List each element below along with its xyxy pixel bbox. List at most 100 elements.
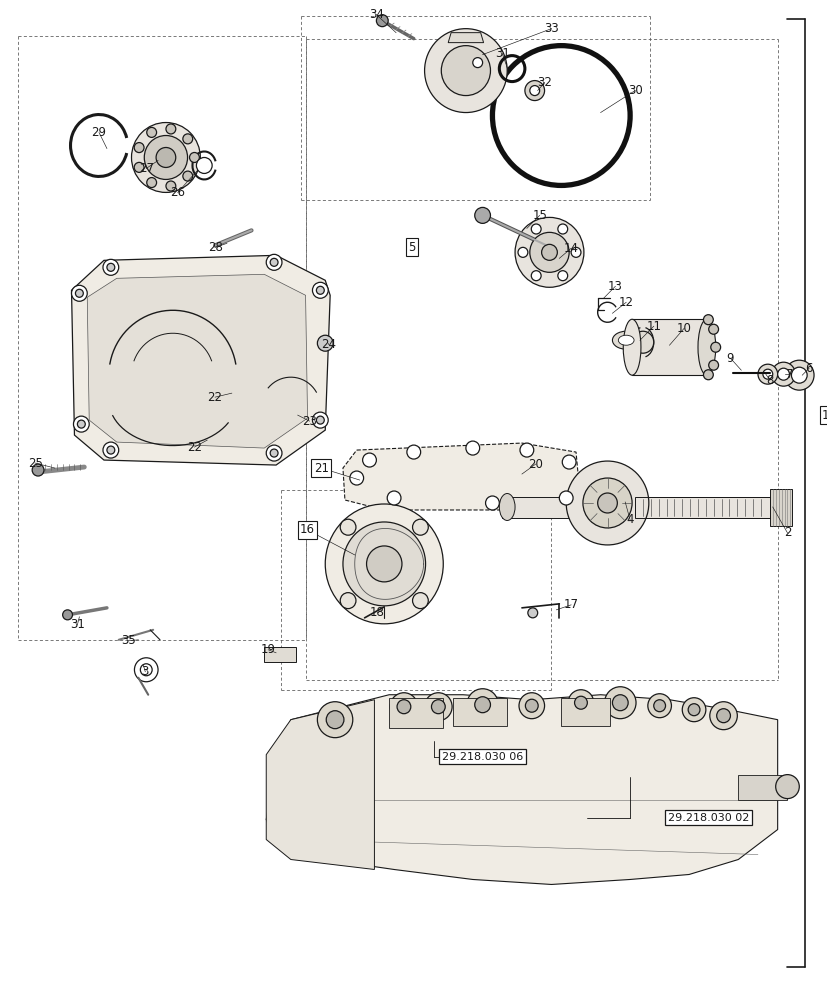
- Text: 11: 11: [645, 320, 661, 333]
- Circle shape: [412, 519, 428, 535]
- Circle shape: [266, 445, 282, 461]
- Circle shape: [342, 522, 425, 606]
- Circle shape: [604, 687, 635, 719]
- Circle shape: [107, 263, 115, 271]
- Text: 27: 27: [139, 162, 154, 175]
- Circle shape: [472, 58, 482, 68]
- Circle shape: [709, 702, 737, 730]
- Text: 7: 7: [785, 368, 792, 381]
- Circle shape: [474, 207, 490, 223]
- Text: 16: 16: [299, 523, 314, 536]
- Polygon shape: [71, 255, 330, 465]
- Text: 25: 25: [27, 457, 42, 470]
- Circle shape: [397, 700, 410, 714]
- Circle shape: [270, 449, 278, 457]
- Circle shape: [708, 324, 718, 334]
- Text: 17: 17: [563, 598, 578, 611]
- Circle shape: [777, 368, 788, 380]
- Circle shape: [541, 244, 557, 260]
- Circle shape: [156, 147, 175, 167]
- Circle shape: [562, 455, 576, 469]
- Circle shape: [387, 491, 400, 505]
- Circle shape: [687, 704, 699, 716]
- Circle shape: [131, 123, 200, 192]
- Circle shape: [316, 286, 324, 294]
- Ellipse shape: [612, 331, 639, 349]
- Text: 29.218.030 06: 29.218.030 06: [442, 752, 523, 762]
- Text: 28: 28: [208, 241, 222, 254]
- Circle shape: [312, 412, 327, 428]
- Circle shape: [557, 271, 567, 281]
- Circle shape: [631, 331, 653, 353]
- Text: 5: 5: [408, 241, 415, 254]
- Circle shape: [146, 178, 156, 188]
- Text: 31: 31: [495, 47, 509, 60]
- Circle shape: [134, 658, 158, 682]
- Circle shape: [350, 471, 363, 485]
- Circle shape: [326, 711, 343, 729]
- Text: 29: 29: [92, 126, 107, 139]
- Circle shape: [791, 367, 806, 383]
- Circle shape: [612, 695, 628, 711]
- Text: 2: 2: [783, 526, 791, 539]
- Polygon shape: [266, 700, 374, 869]
- Circle shape: [518, 247, 527, 257]
- Text: 1: 1: [821, 409, 827, 422]
- Text: 15: 15: [532, 209, 547, 222]
- Circle shape: [762, 369, 772, 379]
- Circle shape: [196, 157, 212, 173]
- Text: 22: 22: [208, 391, 222, 404]
- Text: 30: 30: [627, 84, 642, 97]
- Text: 21: 21: [313, 462, 328, 475]
- Text: 8: 8: [765, 374, 772, 387]
- Circle shape: [266, 254, 282, 270]
- Circle shape: [716, 709, 729, 723]
- Circle shape: [366, 546, 401, 582]
- Circle shape: [681, 698, 705, 722]
- Ellipse shape: [618, 335, 633, 345]
- Text: 3: 3: [141, 665, 149, 678]
- Ellipse shape: [623, 319, 640, 375]
- Bar: [452, 698, 507, 726]
- Circle shape: [466, 441, 479, 455]
- Circle shape: [474, 697, 490, 713]
- Polygon shape: [447, 33, 483, 43]
- Text: 14: 14: [563, 242, 578, 255]
- Text: 22: 22: [187, 441, 202, 454]
- Circle shape: [183, 134, 193, 144]
- Circle shape: [653, 700, 665, 712]
- Circle shape: [376, 15, 388, 27]
- Circle shape: [485, 496, 499, 510]
- Text: 18: 18: [370, 606, 385, 619]
- Circle shape: [141, 664, 152, 676]
- Circle shape: [784, 360, 813, 390]
- Text: 9: 9: [726, 352, 734, 365]
- Ellipse shape: [697, 319, 715, 375]
- Circle shape: [529, 86, 539, 96]
- Circle shape: [103, 442, 118, 458]
- Circle shape: [75, 289, 84, 297]
- Circle shape: [582, 478, 631, 528]
- Circle shape: [524, 81, 544, 101]
- Circle shape: [134, 143, 144, 153]
- Bar: [389, 698, 442, 728]
- Circle shape: [312, 282, 327, 298]
- Circle shape: [165, 181, 175, 191]
- Polygon shape: [502, 497, 769, 518]
- Circle shape: [325, 504, 442, 624]
- Circle shape: [74, 416, 89, 432]
- Text: 26: 26: [170, 186, 185, 199]
- Circle shape: [317, 335, 332, 351]
- Circle shape: [412, 593, 428, 609]
- Bar: [561, 698, 609, 726]
- Circle shape: [466, 689, 498, 721]
- Circle shape: [703, 370, 712, 380]
- Text: 34: 34: [369, 8, 384, 21]
- Circle shape: [557, 224, 567, 234]
- Circle shape: [597, 493, 617, 513]
- Circle shape: [567, 690, 593, 716]
- Circle shape: [189, 152, 199, 162]
- Circle shape: [146, 127, 156, 137]
- Circle shape: [527, 608, 537, 618]
- Circle shape: [775, 775, 798, 799]
